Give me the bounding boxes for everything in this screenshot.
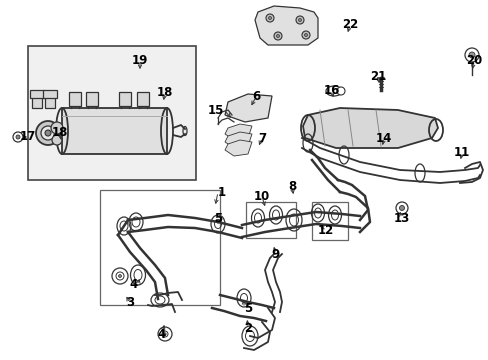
Bar <box>119 92 131 106</box>
Circle shape <box>336 87 345 95</box>
Circle shape <box>112 268 128 284</box>
Circle shape <box>45 130 51 136</box>
Bar <box>43 90 57 98</box>
Circle shape <box>395 202 407 214</box>
Circle shape <box>52 135 62 145</box>
Text: 1: 1 <box>218 185 225 198</box>
Text: 20: 20 <box>465 54 481 67</box>
Text: 14: 14 <box>375 131 391 144</box>
Bar <box>137 92 149 106</box>
Bar <box>62 108 167 154</box>
Circle shape <box>51 122 63 134</box>
Bar <box>69 92 81 106</box>
Bar <box>30 90 44 98</box>
Circle shape <box>36 121 60 145</box>
Text: 19: 19 <box>132 54 148 67</box>
Circle shape <box>16 135 20 139</box>
Bar <box>32 96 42 108</box>
Circle shape <box>468 52 474 58</box>
Bar <box>311 202 347 240</box>
Circle shape <box>276 35 279 37</box>
Text: 10: 10 <box>253 190 269 203</box>
Circle shape <box>464 48 478 62</box>
Circle shape <box>295 16 304 24</box>
Circle shape <box>118 274 121 278</box>
Text: 18: 18 <box>52 126 68 139</box>
Circle shape <box>158 327 172 341</box>
Bar <box>28 46 196 180</box>
Polygon shape <box>254 6 317 45</box>
Text: 15: 15 <box>207 104 224 117</box>
Circle shape <box>273 32 282 40</box>
Circle shape <box>268 17 271 19</box>
Text: 4: 4 <box>158 328 166 341</box>
Text: 17: 17 <box>20 130 36 144</box>
Text: 13: 13 <box>393 211 409 225</box>
Text: 16: 16 <box>323 85 340 98</box>
Text: 5: 5 <box>244 302 252 315</box>
Bar <box>86 92 98 106</box>
Text: 12: 12 <box>317 225 333 238</box>
Circle shape <box>298 18 301 22</box>
Text: 6: 6 <box>251 90 260 104</box>
Text: 3: 3 <box>126 297 134 310</box>
Circle shape <box>302 31 309 39</box>
Polygon shape <box>224 132 251 148</box>
Circle shape <box>163 333 166 335</box>
Polygon shape <box>224 124 251 140</box>
Bar <box>45 96 55 108</box>
Text: 4: 4 <box>129 279 138 292</box>
Text: 2: 2 <box>244 321 251 334</box>
Text: 22: 22 <box>341 18 357 31</box>
Bar <box>245 202 295 238</box>
Text: 9: 9 <box>271 248 280 261</box>
Text: 11: 11 <box>453 147 469 159</box>
Text: 7: 7 <box>257 131 265 144</box>
Bar <box>100 190 220 305</box>
Circle shape <box>265 14 273 22</box>
Circle shape <box>304 33 307 36</box>
Circle shape <box>41 126 55 140</box>
Circle shape <box>399 206 404 211</box>
Text: 5: 5 <box>213 211 222 225</box>
Text: 18: 18 <box>157 86 173 99</box>
Text: 8: 8 <box>287 180 296 194</box>
Polygon shape <box>224 94 271 122</box>
Polygon shape <box>303 108 437 148</box>
Polygon shape <box>224 140 251 156</box>
Circle shape <box>13 132 23 142</box>
Text: 21: 21 <box>369 71 386 84</box>
